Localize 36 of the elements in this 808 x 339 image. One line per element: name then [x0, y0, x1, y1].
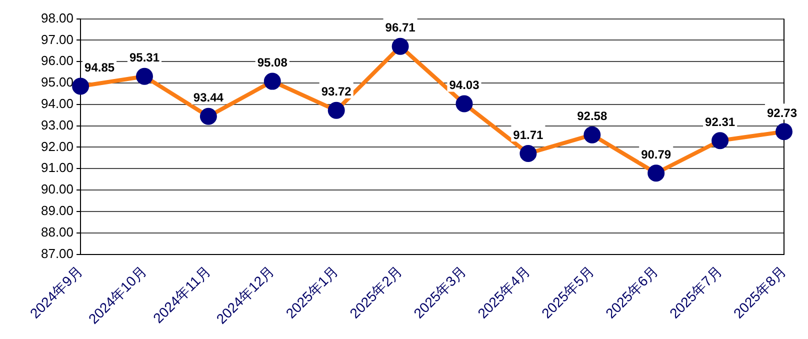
- data-label: 95.08: [257, 56, 288, 70]
- y-tick-label: 89.00: [40, 203, 74, 218]
- point: [776, 123, 792, 140]
- y-tick-label: 96.00: [40, 53, 74, 68]
- data-label: 94.03: [449, 78, 480, 92]
- point: [584, 126, 601, 144]
- data-label: 94.85: [84, 60, 115, 75]
- y-tick-label: 95.00: [40, 74, 74, 90]
- data-label: 92.31: [705, 114, 736, 129]
- y-tick-label: 98.00: [40, 10, 74, 26]
- y-tick-label: 97.00: [40, 32, 74, 47]
- y-tick-label: 90.00: [40, 182, 74, 197]
- y-tick-label: 88.00: [40, 224, 74, 240]
- y-tick-label: 87.00: [40, 246, 74, 261]
- y-tick-label: 93.00: [40, 117, 74, 132]
- data-label: 90.79: [641, 147, 672, 162]
- point: [264, 72, 281, 90]
- data-label: 96.71: [385, 20, 416, 35]
- data-label: 92.58: [577, 109, 608, 124]
- point: [200, 108, 217, 125]
- data-label: 91.71: [513, 128, 544, 142]
- point: [392, 38, 409, 55]
- y-tick-label: 94.00: [40, 96, 74, 112]
- point: [648, 164, 665, 182]
- point: [520, 144, 537, 162]
- data-label: 93.72: [321, 84, 352, 99]
- point: [136, 68, 153, 85]
- y-tick-label: 92.00: [40, 138, 74, 154]
- point: [712, 132, 729, 150]
- data-label: 95.31: [129, 50, 160, 65]
- data-label: 92.73: [766, 106, 798, 120]
- point: [456, 95, 473, 112]
- data-label: 93.44: [193, 90, 224, 105]
- point: [72, 78, 90, 95]
- y-tick-label: 91.00: [40, 160, 74, 176]
- point: [328, 102, 345, 119]
